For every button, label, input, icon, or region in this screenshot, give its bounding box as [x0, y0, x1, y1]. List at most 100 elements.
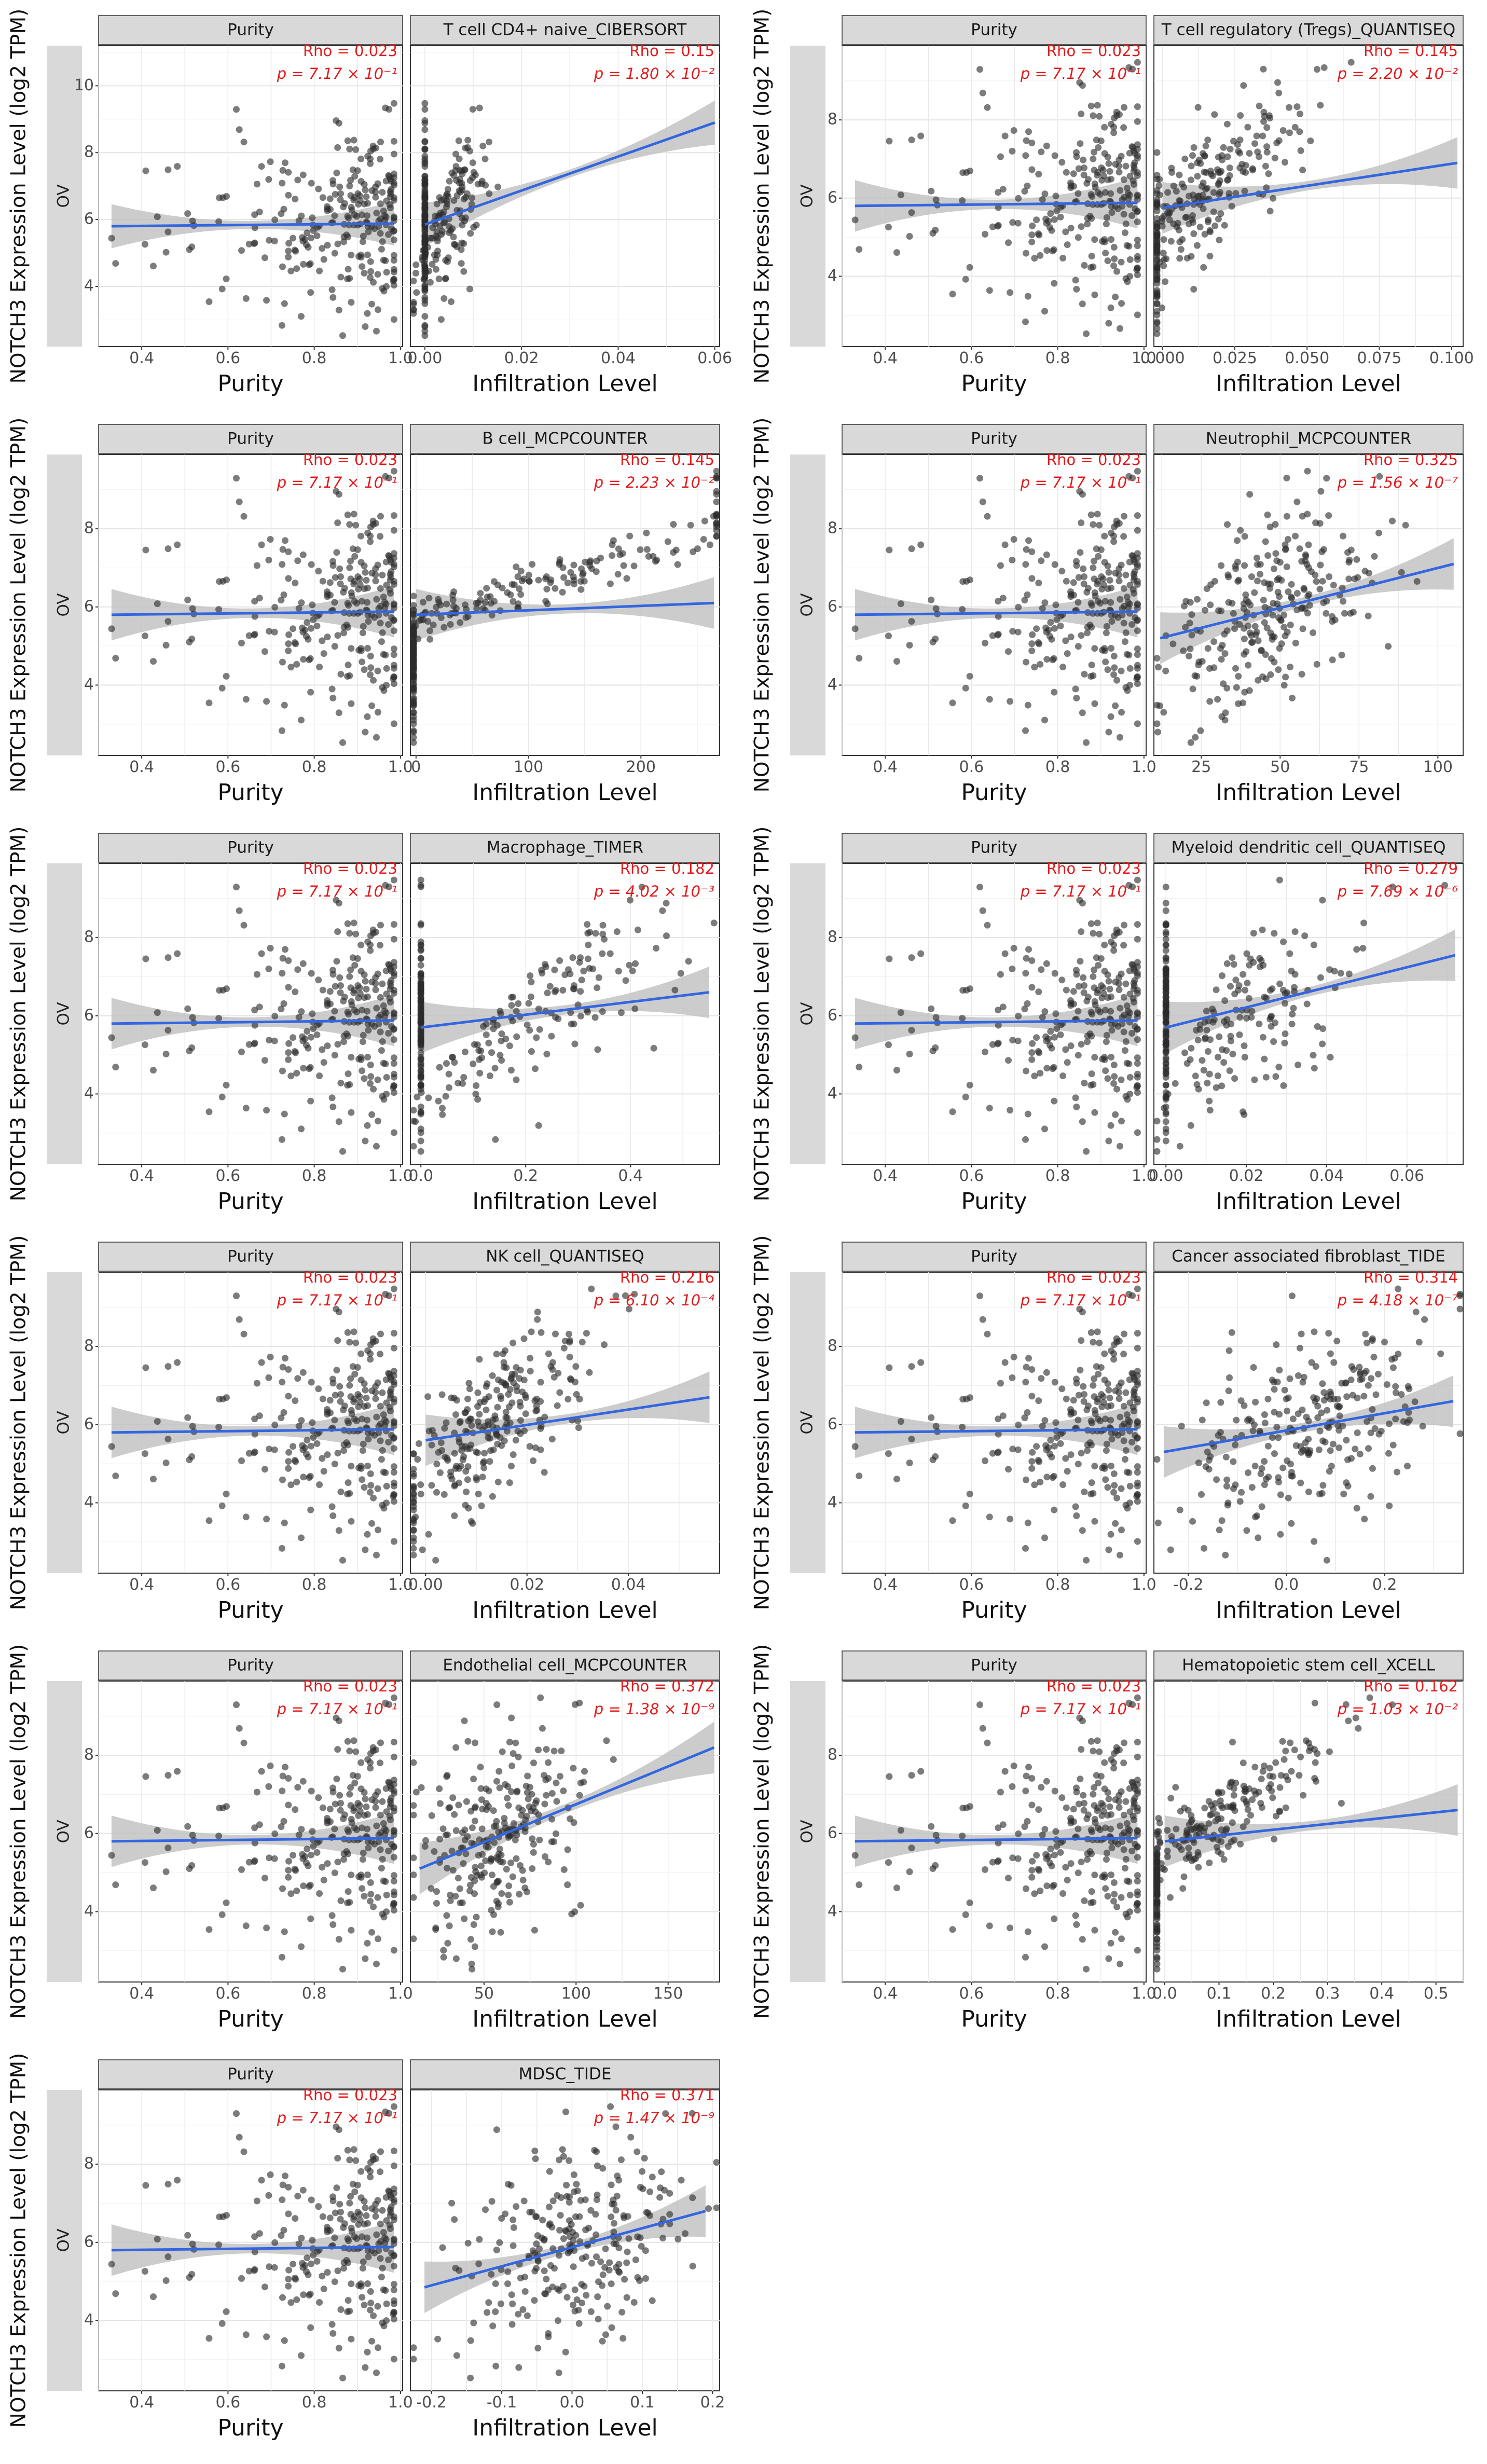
y-axis-label: NOTCH3 Expression Level (log2 TPM) [751, 1235, 774, 1610]
data-point [1053, 208, 1061, 215]
data-point [1117, 1142, 1123, 1150]
data-point [1207, 601, 1214, 609]
data-point [390, 1491, 397, 1498]
data-point [494, 1440, 501, 1448]
data-point [1005, 1466, 1012, 1473]
data-point [421, 182, 429, 189]
data-point [293, 660, 300, 668]
data-point [1192, 734, 1199, 741]
data-point [622, 977, 629, 984]
data-point [591, 1014, 599, 1021]
data-point [1088, 253, 1095, 260]
data-point [315, 1794, 322, 1801]
data-point [298, 1943, 305, 1950]
data-point [577, 586, 585, 593]
data-point [324, 1042, 331, 1050]
data-point [503, 1420, 511, 1427]
data-point [1281, 612, 1288, 618]
data-point [1304, 511, 1311, 518]
data-point [361, 585, 368, 593]
y-tick-label: 8 [84, 143, 94, 161]
data-point [1293, 498, 1301, 505]
data-point [368, 1111, 376, 1118]
data-point [1126, 191, 1133, 199]
data-point [489, 1493, 496, 1500]
data-point [575, 1424, 582, 1431]
data-point [245, 240, 253, 247]
data-point [462, 1468, 470, 1475]
data-point [349, 1772, 356, 1779]
data-point [1134, 651, 1141, 658]
data-point [233, 884, 240, 891]
data-point [1101, 532, 1108, 540]
data-point [1287, 622, 1294, 628]
data-point [543, 1051, 550, 1057]
data-point [410, 300, 417, 308]
data-point [280, 1000, 287, 1007]
data-point [1079, 709, 1086, 717]
data-point [1033, 1034, 1040, 1041]
data-point [525, 571, 532, 579]
data-point [335, 1936, 342, 1943]
data-point [377, 1846, 384, 1853]
data-point [1264, 552, 1272, 559]
data-point [1289, 1011, 1296, 1018]
data-point [367, 155, 374, 162]
x-tick-label: 1.0 [1132, 758, 1156, 776]
data-point [1102, 1007, 1109, 1014]
data-point [174, 950, 181, 957]
data-point [534, 1309, 541, 1316]
data-point [1078, 111, 1085, 118]
data-point [1313, 66, 1320, 73]
data-point [1022, 970, 1029, 977]
x-axis-label: Infiltration Level [472, 1597, 658, 1623]
data-point [1037, 1478, 1044, 1485]
data-point [362, 569, 369, 576]
data-point [456, 1419, 463, 1426]
data-point [1035, 1397, 1042, 1405]
data-point [1232, 190, 1240, 197]
data-point [370, 1494, 377, 1502]
data-point [451, 1450, 458, 1457]
data-point [1122, 1389, 1130, 1396]
data-point [154, 213, 161, 221]
data-point [1101, 1056, 1108, 1063]
data-point [1344, 549, 1351, 556]
data-point [263, 1107, 270, 1114]
x-tick-label: 0.4 [873, 1576, 898, 1594]
data-point [1226, 1067, 1233, 1075]
data-point [337, 670, 345, 678]
data-point [421, 119, 429, 127]
data-point [1090, 672, 1097, 679]
data-point [1221, 650, 1229, 657]
data-point [1110, 532, 1118, 540]
data-point [410, 709, 417, 716]
data-point [1291, 928, 1299, 935]
data-point [1131, 965, 1138, 972]
data-point [1218, 972, 1226, 979]
data-point [320, 650, 327, 657]
data-point [710, 919, 718, 927]
data-point [494, 1403, 501, 1411]
data-point [1261, 619, 1268, 626]
data-point [410, 623, 417, 630]
data-point [1230, 610, 1237, 617]
data-point [1010, 127, 1017, 134]
data-point [307, 1506, 314, 1513]
data-point [516, 585, 523, 593]
data-point [1213, 1476, 1220, 1483]
data-point [417, 1110, 424, 1118]
data-point [326, 579, 334, 586]
data-point [1290, 1004, 1297, 1012]
data-point [1206, 253, 1214, 260]
data-point [1095, 553, 1102, 560]
data-point [1051, 561, 1058, 568]
data-point [1360, 1393, 1368, 1400]
data-point [570, 576, 577, 584]
data-point [1241, 1111, 1248, 1118]
data-point [1254, 577, 1261, 585]
data-point [263, 297, 270, 304]
data-point [240, 1330, 247, 1338]
data-point [1079, 1309, 1086, 1316]
